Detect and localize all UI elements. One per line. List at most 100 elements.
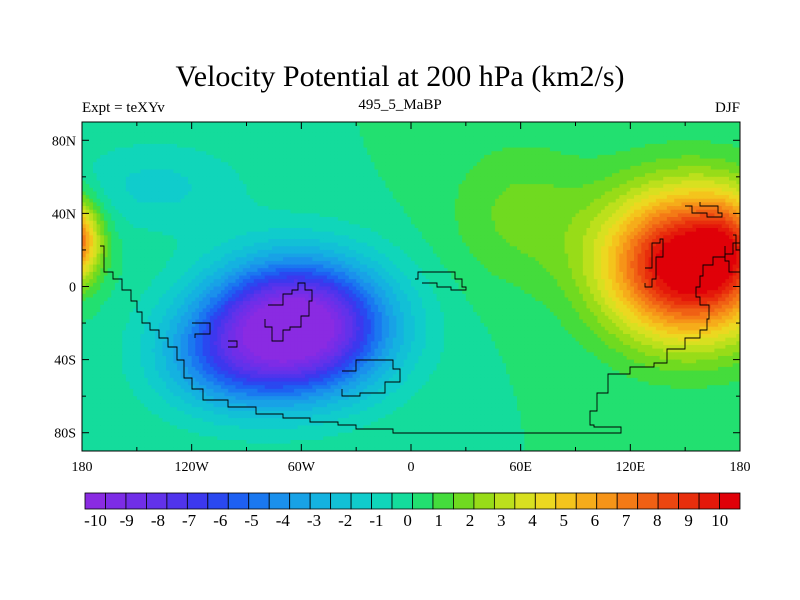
field-cell: [286, 202, 291, 207]
field-cell: [509, 143, 514, 149]
field-cell: [389, 198, 394, 204]
field-cell: [279, 198, 284, 204]
field-cell: [429, 191, 434, 196]
field-cell: [725, 217, 730, 222]
field-cell: [538, 143, 544, 149]
field-cell: [703, 206, 708, 211]
field-cell: [272, 151, 277, 156]
field-cell: [151, 136, 156, 141]
field-cell: [275, 140, 280, 145]
field-cell: [341, 143, 346, 149]
field-cell: [626, 143, 631, 149]
field-cell: [626, 176, 631, 182]
field-cell: [400, 217, 405, 222]
field-cell: [659, 209, 664, 214]
field-cell: [538, 184, 544, 189]
field-cell: [224, 162, 229, 167]
field-cell: [136, 191, 142, 196]
field-cell: [297, 198, 302, 204]
field-cell: [692, 173, 697, 178]
field-cell: [206, 191, 211, 196]
field-cell: [546, 202, 551, 207]
field-cell: [378, 173, 383, 178]
field-cell: [169, 140, 174, 145]
field-cell: [188, 151, 193, 156]
field-cell: [378, 147, 383, 152]
field-cell: [155, 184, 160, 189]
field-cell: [535, 140, 540, 145]
field-cell: [612, 143, 617, 149]
field-cell: [297, 132, 302, 138]
field-cell: [239, 176, 244, 182]
field-cell: [590, 187, 595, 193]
field-cell: [549, 122, 555, 127]
field-cell: [476, 147, 482, 152]
field-cell: [279, 154, 284, 160]
field-cell: [458, 125, 463, 130]
field-cell: [257, 198, 262, 204]
field-cell: [114, 206, 120, 211]
field-cell: [736, 173, 740, 178]
field-cell: [502, 184, 507, 189]
field-cell: [312, 191, 317, 196]
field-cell: [107, 129, 112, 134]
field-cell: [414, 191, 419, 196]
field-cell: [608, 184, 613, 189]
field-cell: [469, 122, 474, 127]
field-cell: [246, 143, 251, 149]
field-cell: [213, 122, 218, 127]
field-cell: [155, 220, 160, 225]
field-cell: [198, 195, 204, 200]
field-cell: [688, 129, 694, 134]
field-cell: [685, 202, 690, 207]
field-cell: [389, 202, 394, 207]
field-cell: [363, 209, 368, 214]
field-cell: [546, 151, 551, 156]
field-cell: [330, 220, 335, 225]
field-cell: [374, 173, 379, 178]
field-cell: [308, 162, 313, 167]
field-cell: [396, 195, 401, 200]
field-cell: [703, 140, 708, 145]
field-cell: [597, 209, 602, 214]
field-cell: [666, 202, 672, 207]
field-cell: [107, 220, 112, 225]
field-cell: [480, 143, 485, 149]
field-cell: [133, 162, 138, 167]
field-cell: [169, 158, 174, 163]
field-cell: [411, 129, 416, 134]
field-cell: [257, 136, 262, 141]
field-cell: [418, 191, 423, 196]
field-cell: [524, 198, 529, 204]
field-cell: [480, 147, 485, 152]
field-cell: [396, 180, 401, 185]
field-cell: [721, 202, 726, 207]
field-cell: [436, 143, 441, 149]
field-cell: [195, 184, 200, 189]
field-cell: [714, 151, 719, 156]
field-cell: [220, 122, 226, 127]
field-cell: [158, 165, 164, 171]
field-cell: [125, 162, 131, 167]
field-cell: [513, 140, 518, 145]
field-cell: [111, 147, 116, 152]
field-cell: [509, 213, 514, 218]
field-cell: [612, 206, 617, 211]
field-cell: [575, 122, 580, 127]
field-cell: [188, 154, 193, 160]
field-cell: [385, 122, 390, 127]
field-cell: [155, 129, 160, 134]
field-cell: [275, 151, 280, 156]
field-cell: [451, 184, 456, 189]
field-cell: [312, 202, 317, 207]
field-cell: [458, 165, 463, 171]
field-cell: [531, 191, 536, 196]
field-cell: [721, 151, 726, 156]
field-cell: [421, 213, 427, 218]
field-cell: [381, 202, 387, 207]
field-cell: [517, 180, 522, 185]
field-cell: [257, 176, 262, 182]
field-cell: [546, 140, 551, 145]
field-cell: [582, 191, 588, 196]
field-cell: [549, 125, 555, 130]
